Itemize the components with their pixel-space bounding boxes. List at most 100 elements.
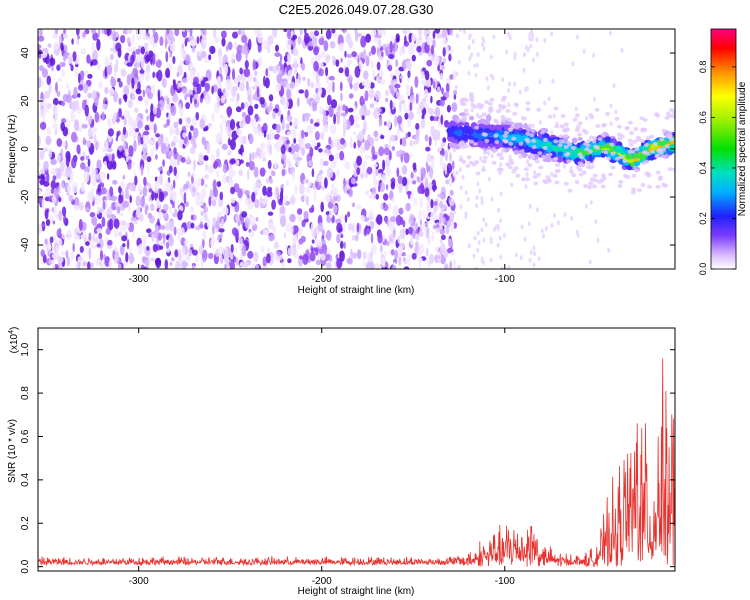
- noise-speck: [209, 45, 216, 55]
- noise-speck: [406, 254, 411, 266]
- noise-speck: [58, 210, 63, 222]
- noise-speck: [609, 121, 613, 127]
- noise-speck: [424, 134, 429, 142]
- noise-speck: [481, 36, 485, 42]
- noise-speck: [123, 85, 130, 96]
- noise-speck: [547, 96, 551, 102]
- noise-speck: [292, 117, 299, 127]
- noise-speck: [87, 261, 91, 269]
- noise-speck: [182, 247, 186, 258]
- noise-speck: [269, 233, 275, 241]
- y-tick-label: 1.0: [20, 342, 31, 356]
- y-tick-label: 40: [20, 47, 31, 59]
- noise-speck: [261, 126, 265, 134]
- noise-speck: [213, 29, 217, 39]
- noise-speck: [116, 131, 119, 139]
- noise-speck: [430, 95, 433, 104]
- noise-speck: [383, 147, 390, 156]
- noise-speck: [78, 73, 81, 84]
- noise-speck: [275, 64, 280, 72]
- noise-speck: [526, 86, 529, 92]
- noise-speck: [328, 154, 334, 162]
- noise-speck: [99, 182, 105, 188]
- noise-speck: [293, 48, 299, 57]
- noise-speck: [254, 198, 260, 209]
- signal-speck: [632, 152, 641, 159]
- noise-speck: [376, 75, 380, 83]
- noise-speck: [195, 111, 199, 121]
- noise-speck: [113, 218, 120, 229]
- noise-speck: [332, 81, 335, 93]
- noise-speck: [75, 59, 78, 65]
- noise-speck: [151, 190, 155, 201]
- noise-speck: [422, 209, 426, 221]
- noise-speck: [176, 71, 180, 78]
- noise-speck: [53, 50, 59, 55]
- noise-speck: [48, 148, 52, 159]
- noise-speck: [382, 262, 386, 268]
- signal-halo-speck: [463, 108, 469, 113]
- noise-speck: [248, 133, 254, 145]
- noise-speck: [292, 242, 297, 249]
- signal-halo-speck: [461, 117, 467, 121]
- noise-speck: [414, 76, 419, 88]
- noise-speck: [314, 180, 318, 189]
- noise-speck: [342, 122, 348, 132]
- snr-x-axis-label: Height of straight line (km): [298, 586, 415, 597]
- noise-speck: [437, 251, 441, 256]
- noise-speck: [385, 156, 391, 168]
- noise-speck: [431, 184, 437, 191]
- noise-speck: [415, 122, 420, 130]
- noise-speck: [366, 227, 370, 236]
- signal-speck: [555, 147, 560, 152]
- noise-speck: [216, 95, 220, 108]
- noise-speck: [389, 99, 393, 110]
- signal-halo-speck: [655, 184, 661, 189]
- noise-speck: [39, 149, 45, 160]
- noise-speck: [262, 185, 267, 196]
- noise-speck: [55, 167, 59, 174]
- noise-speck: [381, 174, 387, 183]
- noise-speck: [73, 204, 79, 211]
- noise-speck: [432, 80, 436, 89]
- noise-speck: [388, 54, 395, 59]
- noise-speck: [407, 131, 411, 138]
- noise-speck: [249, 231, 255, 238]
- noise-speck: [344, 67, 350, 77]
- signal-speck: [460, 136, 468, 141]
- noise-speck: [166, 97, 170, 105]
- noise-speck: [186, 221, 193, 230]
- noise-speck: [166, 247, 170, 253]
- noise-speck: [254, 70, 258, 77]
- noise-speck: [96, 38, 101, 51]
- signal-halo-speck: [513, 166, 519, 171]
- noise-speck: [440, 253, 444, 264]
- noise-speck: [259, 142, 266, 150]
- noise-speck: [160, 142, 167, 154]
- signal-halo-speck: [536, 172, 542, 177]
- noise-speck: [575, 34, 579, 40]
- noise-speck: [218, 55, 223, 67]
- noise-speck: [261, 150, 266, 159]
- noise-speck: [440, 141, 445, 148]
- signal-halo-speck: [469, 95, 475, 100]
- noise-speck: [376, 214, 383, 225]
- noise-speck: [375, 193, 380, 200]
- noise-speck: [135, 88, 142, 95]
- noise-speck: [105, 227, 111, 235]
- noise-speck: [231, 130, 238, 141]
- noise-speck: [147, 92, 154, 100]
- noise-speck: [157, 218, 160, 226]
- noise-speck: [38, 35, 45, 42]
- noise-speck: [361, 115, 365, 121]
- noise-speck: [65, 249, 69, 259]
- noise-speck: [174, 208, 178, 216]
- noise-speck: [449, 189, 454, 196]
- noise-speck: [219, 256, 224, 264]
- signal-speck: [478, 123, 484, 128]
- signal-halo-speck: [633, 127, 639, 131]
- noise-speck: [320, 131, 325, 141]
- noise-speck: [259, 203, 264, 209]
- noise-speck: [489, 236, 493, 242]
- noise-speck: [364, 155, 371, 160]
